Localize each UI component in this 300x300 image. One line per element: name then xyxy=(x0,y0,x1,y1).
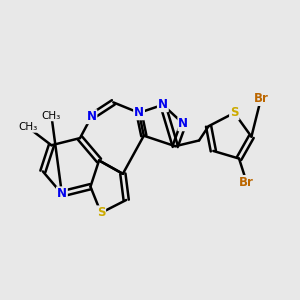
Text: S: S xyxy=(230,106,238,119)
Text: N: N xyxy=(178,117,188,130)
Text: N: N xyxy=(134,106,144,119)
Text: N: N xyxy=(57,187,67,200)
Text: CH₃: CH₃ xyxy=(18,122,37,132)
Text: N: N xyxy=(158,98,168,111)
Text: Br: Br xyxy=(239,176,254,189)
Text: Br: Br xyxy=(254,92,268,105)
Text: CH₃: CH₃ xyxy=(42,111,61,121)
Text: S: S xyxy=(97,206,105,219)
Text: N: N xyxy=(86,110,96,123)
